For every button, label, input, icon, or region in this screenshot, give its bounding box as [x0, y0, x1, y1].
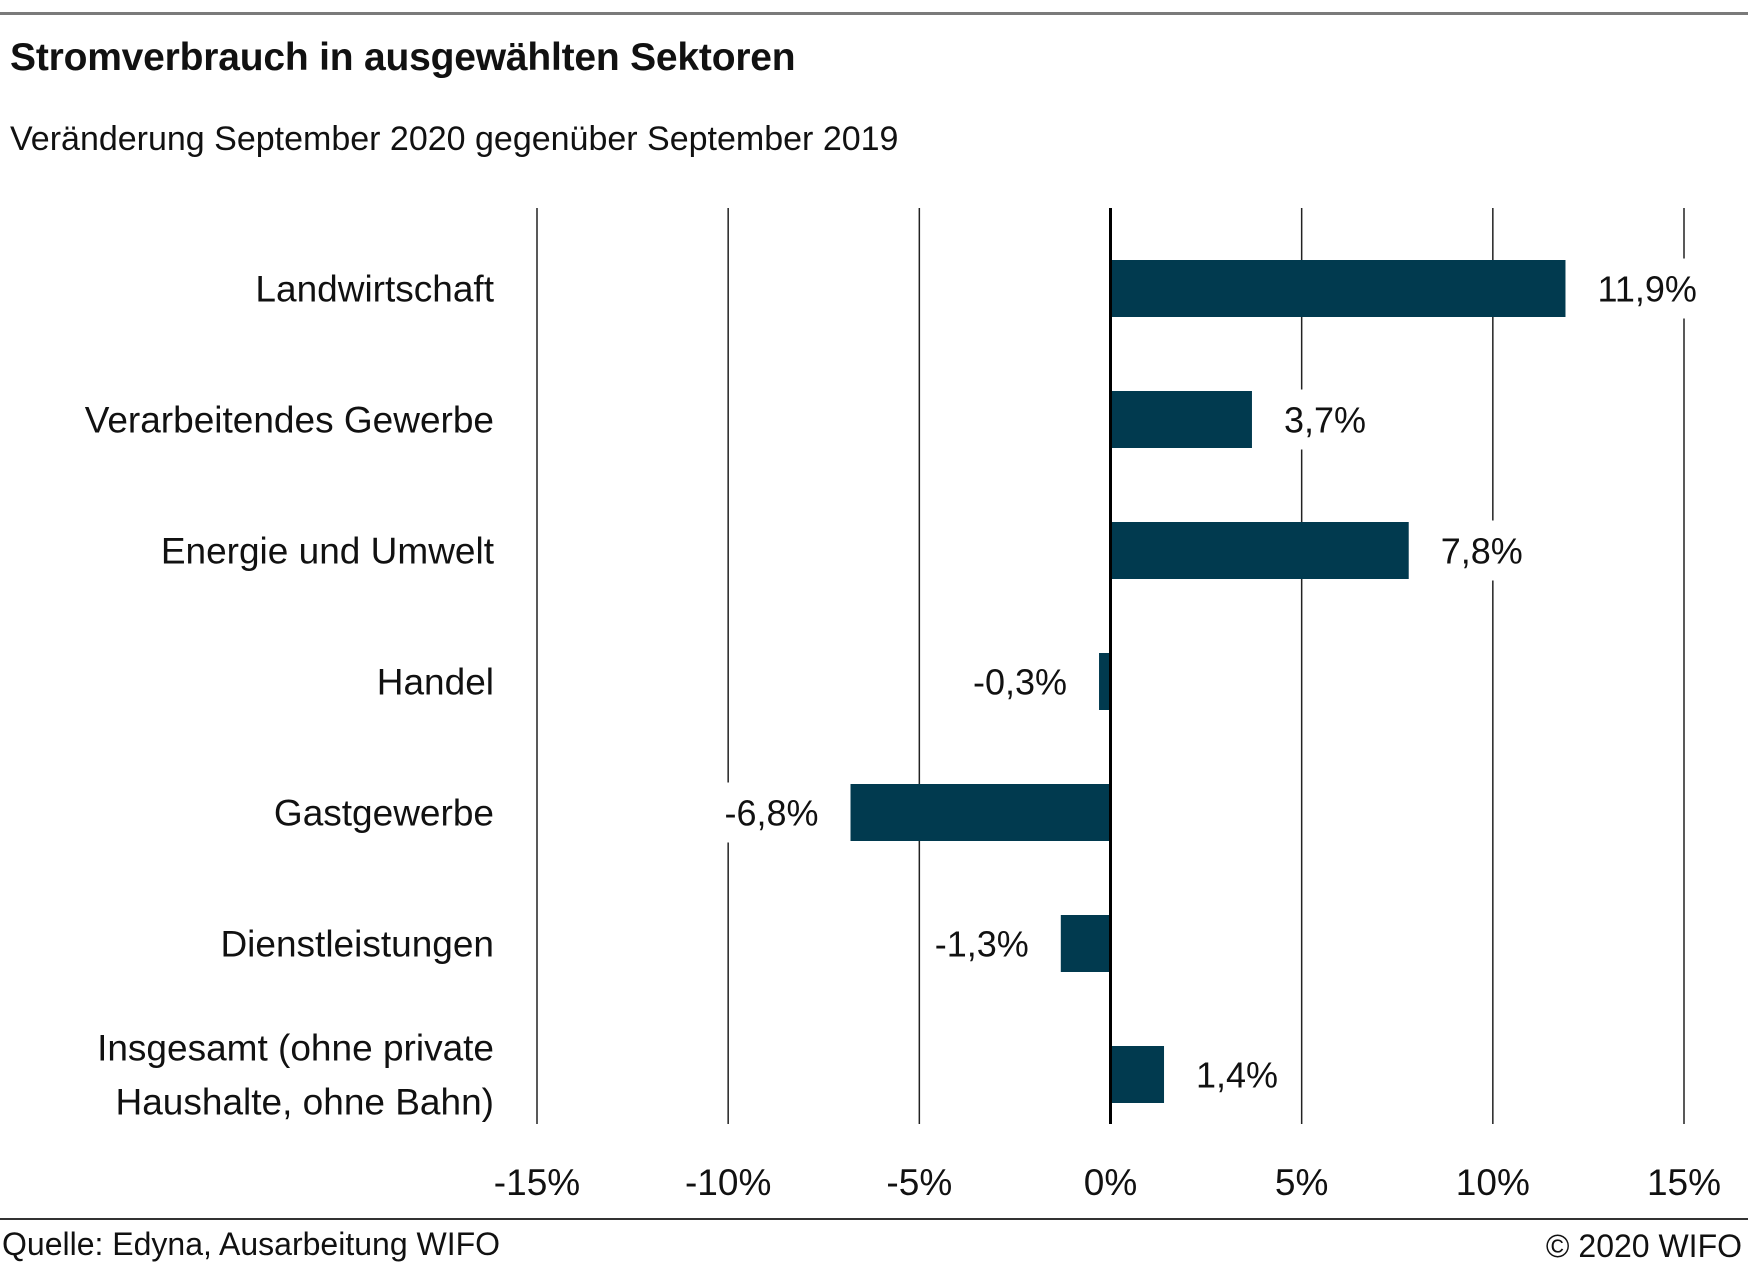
data-label-background [927, 913, 1037, 974]
data-label: -0,3% [973, 662, 1067, 703]
x-tick-label: 10% [1456, 1162, 1530, 1203]
x-tick-label: 0% [1084, 1162, 1137, 1203]
bar-chart: 11,9% 3,7% 7,8% -0,3% -6,8% -1,3% 1,4% Landwirt… [85, 208, 1721, 1203]
data-label-background [1188, 1044, 1279, 1105]
category-label: Haushalte, ohne Bahn) [116, 1082, 495, 1123]
bar [1060, 915, 1111, 972]
category-label: Dienstleistungen [220, 924, 494, 965]
category-label: Verarbeitendes Gewerbe [85, 400, 494, 441]
data-label-background [1432, 520, 1524, 581]
bar [1099, 653, 1111, 710]
x-tick-label: 5% [1275, 1162, 1328, 1203]
x-tick-label: 15% [1647, 1162, 1721, 1203]
chart-title: Stromverbrauch in ausgewählten Sektoren [10, 36, 796, 79]
bar [1110, 260, 1566, 317]
data-label: 11,9% [1597, 269, 1696, 310]
data-label: 1,4% [1196, 1055, 1278, 1096]
data-label-background [716, 782, 827, 843]
bar [1110, 1046, 1165, 1103]
bar [1110, 391, 1252, 448]
copyright-note: © 2020 WIFO [1545, 1228, 1742, 1264]
bar [1110, 522, 1409, 579]
category-label: Landwirtschaft [255, 269, 494, 310]
category-label: Handel [377, 662, 494, 703]
data-label-background [1589, 258, 1700, 319]
category-label: Energie und Umwelt [161, 531, 495, 572]
data-label: 3,7% [1284, 400, 1366, 441]
data-label: -1,3% [935, 924, 1029, 965]
category-label: Insgesamt (ohne private [97, 1028, 494, 1069]
x-tick-label: -5% [886, 1162, 952, 1203]
data-label: 7,8% [1441, 531, 1523, 572]
bar [850, 784, 1111, 841]
data-label-background [1275, 389, 1367, 450]
data-label-background [965, 651, 1076, 712]
chart-subtitle: Veränderung September 2020 gegenüber Sep… [10, 120, 899, 158]
x-tick-label: -15% [494, 1162, 580, 1203]
data-label: -6,8% [724, 793, 818, 834]
source-note: Quelle: Edyna, Ausarbeitung WIFO [2, 1226, 501, 1262]
x-tick-label: -10% [685, 1162, 771, 1203]
top-rule [0, 12, 1748, 15]
bottom-rule [0, 1218, 1748, 1220]
category-label: Gastgewerbe [274, 793, 494, 834]
